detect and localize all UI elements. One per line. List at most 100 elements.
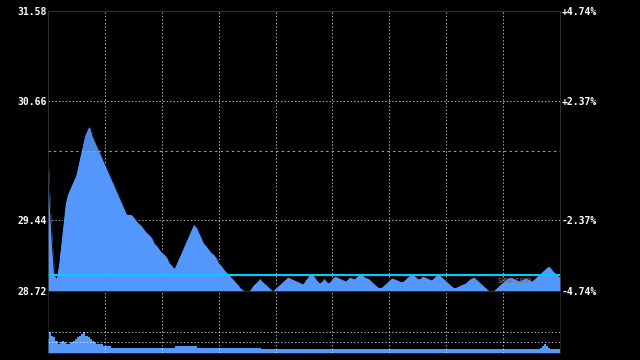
Bar <box>49 332 51 353</box>
Bar <box>458 349 460 353</box>
Bar <box>72 341 75 353</box>
Bar <box>349 349 351 353</box>
Bar <box>248 348 250 353</box>
Bar <box>542 346 544 353</box>
Bar <box>482 349 484 353</box>
Bar <box>490 349 493 353</box>
Bar <box>334 349 336 353</box>
Bar <box>407 349 409 353</box>
Bar <box>218 348 220 353</box>
Bar <box>139 348 141 353</box>
Bar <box>261 349 263 353</box>
Bar <box>390 349 392 353</box>
Bar <box>210 348 212 353</box>
Bar <box>501 349 503 353</box>
Bar <box>319 349 321 353</box>
Bar <box>304 349 306 353</box>
Bar <box>538 349 540 353</box>
Bar <box>164 348 167 353</box>
Bar <box>355 349 358 353</box>
Bar <box>527 349 529 353</box>
Bar <box>81 334 83 353</box>
Bar <box>325 349 328 353</box>
Bar <box>415 349 417 353</box>
Bar <box>336 349 339 353</box>
Bar <box>298 349 300 353</box>
Bar <box>118 348 120 353</box>
Bar <box>180 346 182 353</box>
Bar <box>388 349 390 353</box>
Bar <box>533 349 536 353</box>
Bar <box>456 349 458 353</box>
Bar <box>207 348 210 353</box>
Bar <box>250 348 253 353</box>
Bar <box>467 349 469 353</box>
Bar <box>276 349 278 353</box>
Bar <box>548 348 550 353</box>
Bar <box>358 349 360 353</box>
Bar <box>364 349 366 353</box>
Bar <box>122 348 124 353</box>
Bar <box>126 348 129 353</box>
Bar <box>383 349 385 353</box>
Bar <box>514 349 516 353</box>
Bar <box>465 349 467 353</box>
Bar <box>143 348 145 353</box>
Bar <box>508 349 509 353</box>
Bar <box>152 348 154 353</box>
Bar <box>289 349 291 353</box>
Bar <box>154 348 156 353</box>
Bar <box>332 349 334 353</box>
Bar <box>115 348 118 353</box>
Bar <box>471 349 473 353</box>
Bar <box>452 349 454 353</box>
Bar <box>60 342 62 353</box>
Bar <box>495 349 497 353</box>
Bar <box>68 344 70 353</box>
Bar <box>454 349 456 353</box>
Bar <box>310 349 312 353</box>
Bar <box>424 349 426 353</box>
Bar <box>77 337 79 353</box>
Bar <box>315 349 317 353</box>
Bar <box>156 348 158 353</box>
Bar <box>225 348 227 353</box>
Bar <box>280 349 283 353</box>
Bar <box>385 349 388 353</box>
Bar <box>546 346 548 353</box>
Bar <box>518 349 520 353</box>
Bar <box>323 349 325 353</box>
Bar <box>447 349 450 353</box>
Bar <box>300 349 302 353</box>
Bar <box>396 349 398 353</box>
Bar <box>169 348 171 353</box>
Bar <box>444 349 445 353</box>
Bar <box>347 349 349 353</box>
Bar <box>476 349 477 353</box>
Bar <box>75 339 77 353</box>
Bar <box>131 348 132 353</box>
Bar <box>79 336 81 353</box>
Bar <box>503 349 506 353</box>
Bar <box>237 348 240 353</box>
Bar <box>227 348 229 353</box>
Bar <box>184 346 186 353</box>
Bar <box>520 349 522 353</box>
Bar <box>272 349 274 353</box>
Bar <box>161 348 163 353</box>
Bar <box>544 344 546 353</box>
Bar <box>257 348 259 353</box>
Bar <box>312 349 315 353</box>
Bar <box>107 346 109 353</box>
Bar <box>178 346 180 353</box>
Bar <box>94 342 96 353</box>
Bar <box>212 348 214 353</box>
Bar <box>171 348 173 353</box>
Bar <box>201 348 204 353</box>
Bar <box>278 349 280 353</box>
Bar <box>141 348 143 353</box>
Bar <box>269 349 272 353</box>
Bar <box>188 346 191 353</box>
Bar <box>223 348 225 353</box>
Bar <box>372 349 374 353</box>
